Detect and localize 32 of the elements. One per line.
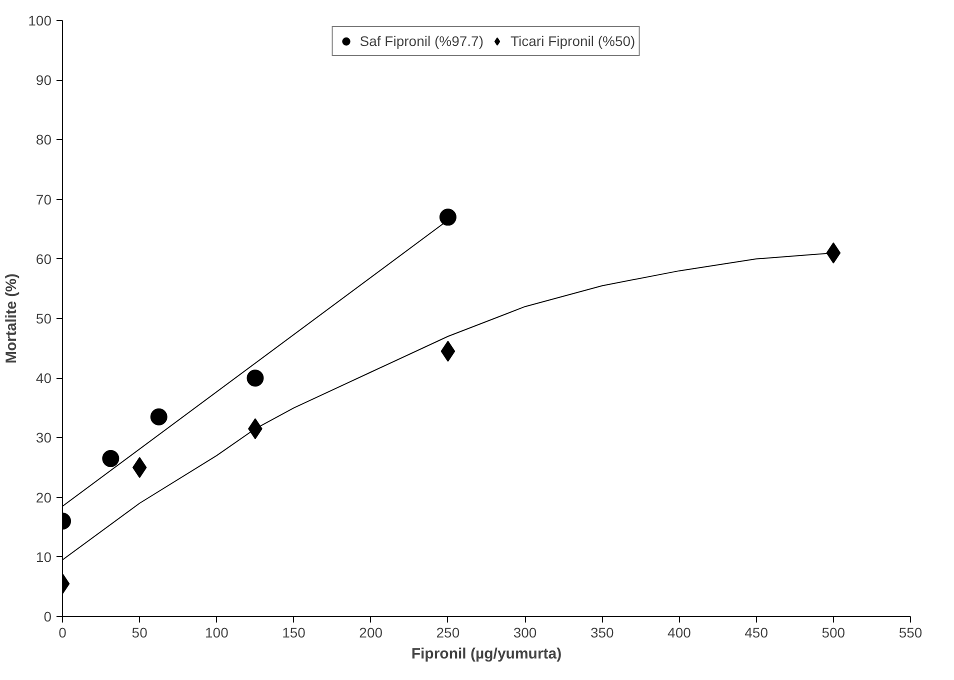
x-tick-label: 100 <box>205 624 229 640</box>
y-tick-label: 10 <box>36 548 52 565</box>
x-tick-label: 350 <box>590 624 614 640</box>
legend-label: Ticari Fipronil (%50) <box>510 33 636 49</box>
x-tick-label: 0 <box>58 624 67 640</box>
x-tick-label: 150 <box>282 624 306 640</box>
x-tick-label: 500 <box>822 624 846 640</box>
y-axis-title: Mortalite (%) <box>3 273 20 364</box>
y-tick-label: 70 <box>36 191 52 208</box>
x-tick-label: 550 <box>898 624 922 640</box>
x-tick-label: 250 <box>436 624 460 640</box>
y-tick-label: 20 <box>36 489 52 506</box>
y-tick-label: 90 <box>36 72 52 88</box>
x-tick-label: 200 <box>359 624 383 640</box>
y-tick-label: 40 <box>36 370 52 386</box>
point <box>246 370 264 387</box>
y-tick-label: 60 <box>36 250 52 267</box>
y-tick-label: 30 <box>36 430 52 446</box>
x-tick-label: 50 <box>132 624 148 640</box>
y-tick-label: 50 <box>36 310 52 326</box>
legend-label: Saf Fipronil (%97.7) <box>360 33 484 49</box>
x-tick-label: 450 <box>744 624 768 640</box>
x-tick-label: 400 <box>668 624 692 640</box>
y-tick-label: 0 <box>44 608 52 624</box>
point <box>132 457 147 478</box>
y-tick-label: 100 <box>28 12 52 28</box>
point <box>150 408 168 426</box>
x-tick-label: 300 <box>513 624 537 640</box>
y-tick-label: 80 <box>36 132 52 148</box>
point <box>102 450 120 468</box>
x-axis-title: Fipronil (µg/yumurta) <box>411 646 562 662</box>
point <box>439 208 456 226</box>
